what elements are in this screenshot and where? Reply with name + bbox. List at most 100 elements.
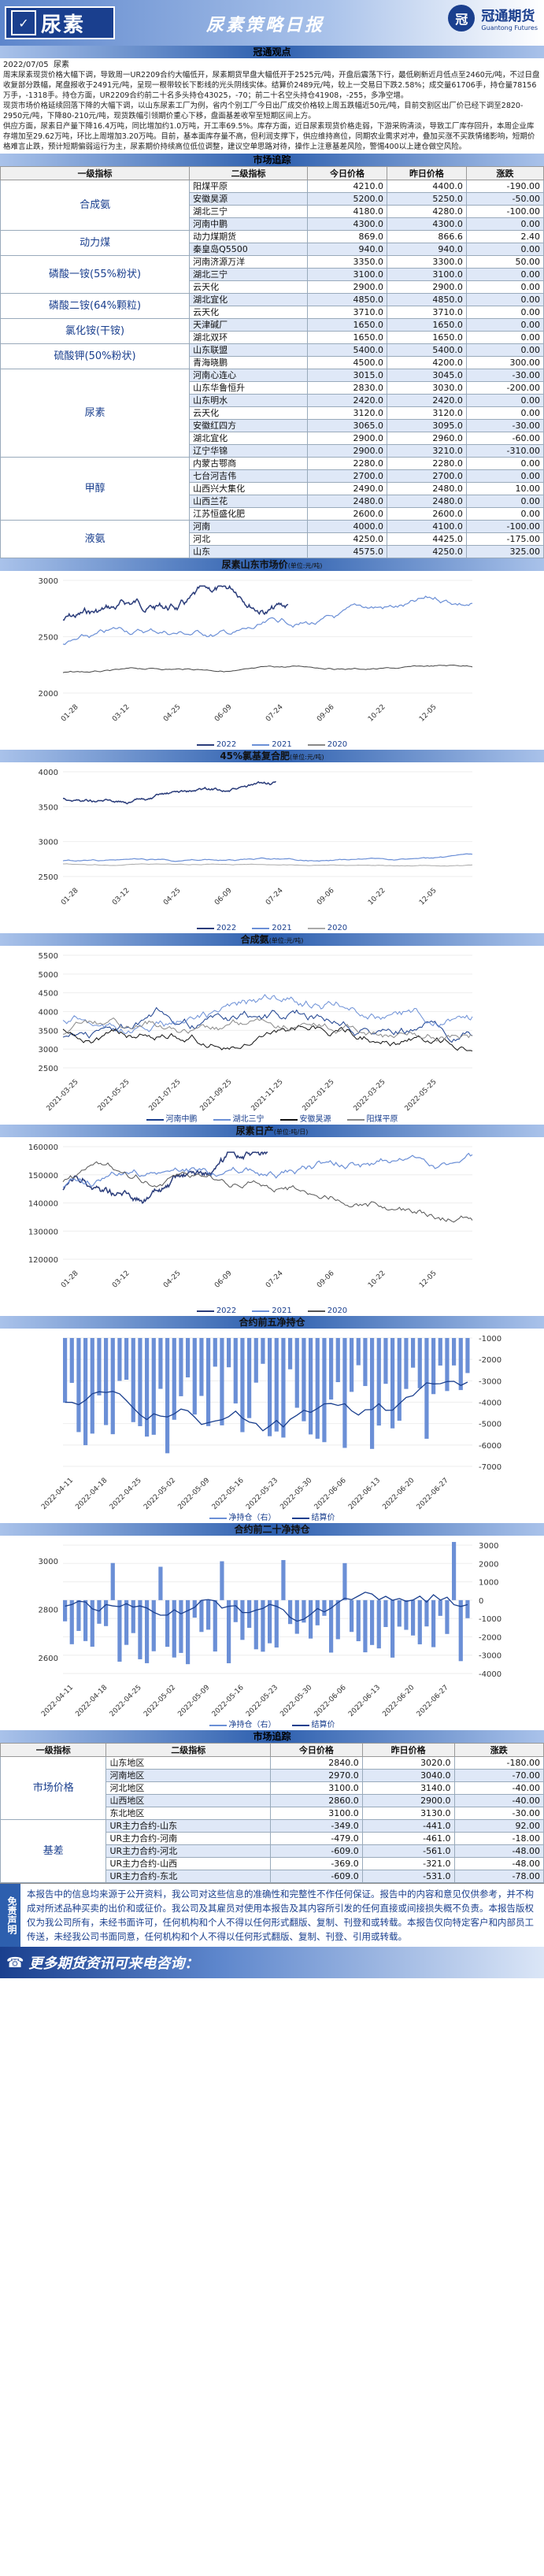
today-cell: -609.0 <box>270 1870 363 1883</box>
today-cell: -349.0 <box>270 1819 363 1833</box>
chart-title: 尿素山东市场价(单位:元/吨) <box>0 558 544 571</box>
column-header: 涨跌 <box>453 1743 544 1757</box>
y-tick-label: 2000 <box>479 1560 498 1569</box>
position-bar <box>438 1338 442 1366</box>
position-bar <box>253 1599 258 1650</box>
y-tick-label: 130000 <box>28 1228 58 1236</box>
today-cell: 4210.0 <box>306 180 387 193</box>
series-line <box>62 994 473 1034</box>
yest-cell: 3210.0 <box>386 444 467 458</box>
legend-item: 2020 <box>307 1306 347 1317</box>
yest-cell: 2900.0 <box>386 280 467 294</box>
sub-cell: 山西地区 <box>105 1794 272 1807</box>
table-row: 湖北宜化 2900.0 2960.0 -60.00 <box>1 432 544 445</box>
x-tick-label: 2022-05-09 <box>176 1684 211 1717</box>
position-bar <box>172 1338 176 1420</box>
position-bar <box>261 1338 265 1364</box>
today-cell: -609.0 <box>270 1844 363 1858</box>
position-bar <box>397 1338 402 1421</box>
disclaimer-label: 免责声明 <box>0 1884 20 1947</box>
y-tick-label: 5500 <box>39 952 58 961</box>
y-tick-label: -1000 <box>479 1335 501 1344</box>
position-bar <box>302 1599 306 1623</box>
chart-title: 尿素日产(单位:吨/日) <box>0 1125 544 1137</box>
column-header: 一级指标 <box>0 166 191 180</box>
y-tick-label: -3000 <box>479 1377 501 1386</box>
yest-cell: 4280.0 <box>386 205 467 218</box>
position-bar <box>233 1599 238 1622</box>
today-cell: 4250.0 <box>306 532 387 546</box>
today-cell: 3350.0 <box>306 255 387 269</box>
yest-cell: 2480.0 <box>386 482 467 495</box>
chart: -1000 -2000 -3000 -4000 -5000 -6000 -7000 2022-… <box>0 1329 544 1512</box>
position-bar <box>131 1599 135 1633</box>
x-tick-label: 2022-06-13 <box>347 1477 382 1510</box>
legend-item: 2022 <box>196 1306 236 1317</box>
position-bar <box>452 1338 457 1366</box>
x-tick-label: 01-28 <box>60 887 80 907</box>
series-line <box>62 1025 473 1051</box>
yest-cell: -461.0 <box>361 1832 455 1845</box>
chg-cell: 0.00 <box>465 268 544 281</box>
sub-cell: 山东地区 <box>105 1756 272 1770</box>
position-bar <box>268 1599 272 1644</box>
today-cell: 3100.0 <box>270 1781 363 1795</box>
sub-cell: 山东联盟 <box>189 343 308 357</box>
chg-cell: -60.00 <box>465 432 544 445</box>
x-tick-label: 07-24 <box>265 1269 285 1290</box>
market2-title: 市场追踪 <box>0 1730 544 1743</box>
position-bar <box>83 1599 88 1641</box>
position-bar <box>138 1338 142 1426</box>
x-tick-label: 03-12 <box>111 1269 131 1290</box>
position-bar <box>390 1599 395 1658</box>
y-tick-label: 3500 <box>39 1027 58 1036</box>
report-title: 尿素策略日报 <box>206 16 325 35</box>
today-cell: 2420.0 <box>306 394 387 407</box>
position-bar <box>363 1338 368 1386</box>
chg-cell: 0.00 <box>465 469 544 483</box>
chg-cell: -30.00 <box>453 1807 544 1820</box>
x-tick-label: 2022-05-16 <box>211 1477 246 1510</box>
yest-cell: 3040.0 <box>361 1769 455 1782</box>
category-cell: 甲醇 <box>0 457 191 521</box>
today-cell: 2830.0 <box>306 381 387 395</box>
table-row: 湖北三宁 3100.0 3100.0 0.00 <box>1 268 544 281</box>
views-paragraph: 周末尿素现货价格大幅下调，导致周一UR2209合约大幅低开，尿素期货早盘大幅低开… <box>3 71 540 100</box>
table-row: 市场价格 山东地区 2840.0 3020.0 -180.00 <box>0 1756 544 1820</box>
chg-cell: 0.00 <box>465 406 544 420</box>
legend-item: 2020 <box>307 923 347 934</box>
today-cell: 2700.0 <box>306 469 387 483</box>
yest-cell: 3710.0 <box>386 306 467 319</box>
y-tick-label: -3000 <box>479 1652 501 1661</box>
sub-cell: UR主力合约-山东 <box>105 1819 272 1833</box>
yest-cell: 1650.0 <box>386 331 467 344</box>
y-tick-label: -4000 <box>479 1399 501 1408</box>
position-bar <box>151 1599 156 1651</box>
table-row: 尿素 河南心连心 3015.0 3045.0 -30.00 <box>0 369 544 458</box>
chg-cell: -180.00 <box>453 1756 544 1770</box>
disclaimer-text: 本报告中的信息均来源于公开资料，我公司对这些信息的准确性和完整性不作任何保证。报… <box>27 1888 534 1942</box>
category-cell: 基差 <box>0 1819 107 1883</box>
position-bar <box>247 1338 252 1418</box>
chg-cell: 0.00 <box>465 293 544 306</box>
chart-legend: 河南中鹏 湖北三宁 安徽昊源 阳煤平原 <box>0 1114 544 1125</box>
position-bar <box>76 1338 81 1433</box>
x-tick-label: 09-06 <box>316 1269 336 1290</box>
position-bar <box>63 1338 68 1403</box>
position-bar <box>315 1599 320 1625</box>
chart: 5500 5000 4500 4000 3500 3000 2500 2021-03-25 20… <box>0 946 544 1114</box>
position-bar <box>329 1599 334 1653</box>
y-tick-label: 2500 <box>39 1065 58 1073</box>
table-row: 氯化铵(干铵) 天津碱厂 1650.0 1650.0 0.00 <box>0 318 544 344</box>
chg-cell: 0.00 <box>465 343 544 357</box>
chg-cell: 0.00 <box>465 280 544 294</box>
yest-cell: 3120.0 <box>386 406 467 420</box>
chart: 3000 2000 1000 0 -1000 -2000 -3000 -4000 3000 280… <box>0 1536 544 1719</box>
y-tick-label: 160000 <box>28 1143 58 1152</box>
sub-cell: 河南地区 <box>105 1769 272 1782</box>
x-tick-label: 2022-06-27 <box>416 1684 450 1717</box>
sub-cell: UR主力合约-河北 <box>105 1844 272 1858</box>
x-tick-label: 07-24 <box>265 887 285 907</box>
y-tick-label: 150000 <box>28 1172 58 1181</box>
